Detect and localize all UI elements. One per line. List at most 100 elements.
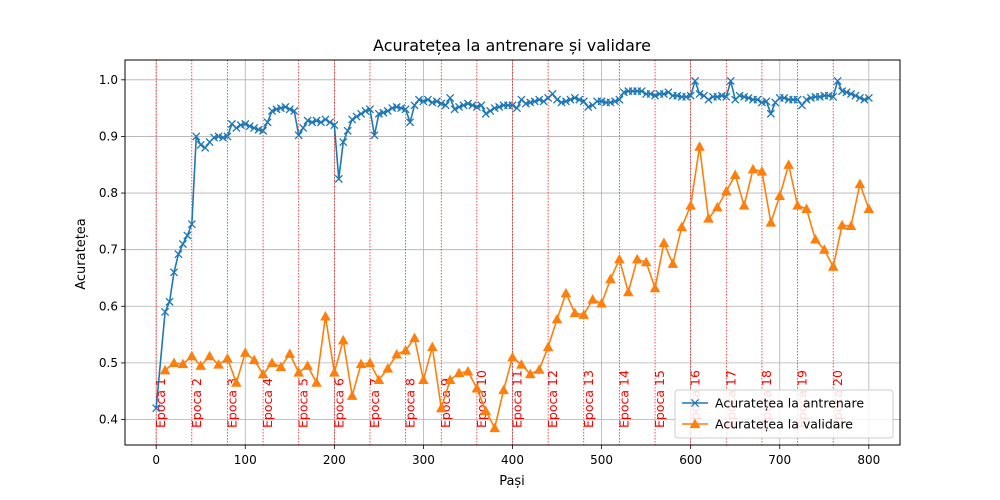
data-point-x-marker xyxy=(446,93,455,102)
data-point-x-marker xyxy=(659,89,668,99)
data-point-x-marker xyxy=(259,126,268,135)
data-point-triangle-marker xyxy=(159,364,171,375)
data-point-x-marker xyxy=(570,93,579,102)
data-point-triangle-marker xyxy=(756,166,768,176)
data-point-x-marker xyxy=(481,109,490,118)
data-point-x-marker xyxy=(294,131,303,140)
data-point-triangle-marker xyxy=(364,357,376,367)
data-point-triangle-marker xyxy=(551,313,563,324)
data-point-x-marker xyxy=(512,104,522,113)
data-point-x-marker xyxy=(508,101,517,110)
data-point-x-marker xyxy=(410,101,419,110)
epoch-label: Epoca 2 xyxy=(189,378,204,428)
data-point-x-marker xyxy=(539,97,548,106)
data-point-triangle-marker xyxy=(320,311,331,321)
data-point-x-marker xyxy=(401,105,410,114)
data-point-x-marker xyxy=(432,97,441,106)
epoch-label: Epoca 15 xyxy=(652,370,667,428)
data-point-triangle-marker xyxy=(177,358,189,369)
data-point-triangle-marker xyxy=(783,159,794,169)
series-1 xyxy=(152,76,873,413)
data-point-x-marker xyxy=(414,95,424,104)
data-point-x-marker xyxy=(650,91,660,100)
epoch-label: Epoca 9 xyxy=(438,378,453,428)
data-point-triangle-marker xyxy=(302,360,313,370)
data-point-x-marker xyxy=(766,109,775,118)
data-point-triangle-marker xyxy=(462,365,474,376)
data-point-x-marker xyxy=(223,132,232,141)
data-point-triangle-marker xyxy=(801,203,812,213)
series-group xyxy=(152,76,875,433)
data-point-x-marker xyxy=(833,76,842,86)
data-point-triangle-marker xyxy=(382,363,394,373)
data-point-triangle-marker xyxy=(721,185,732,196)
series-2 xyxy=(159,141,875,433)
x-tick-label: 100 xyxy=(234,453,257,467)
data-point-triangle-marker xyxy=(836,219,848,230)
data-point-x-marker xyxy=(722,92,731,101)
data-point-triangle-marker xyxy=(507,351,518,362)
x-tick-label: 300 xyxy=(412,453,435,467)
data-point-x-marker xyxy=(241,119,250,129)
data-point-triangle-marker xyxy=(453,367,465,378)
y-tick-label: 0.5 xyxy=(99,356,118,370)
x-axis-ticks: 0 100 200 300 400 500 600 700 800 xyxy=(152,445,880,467)
data-point-x-marker xyxy=(454,102,464,112)
data-point-x-marker xyxy=(579,97,588,106)
data-point-triangle-marker xyxy=(480,405,492,416)
data-point-triangle-marker xyxy=(845,220,857,230)
data-point-x-marker xyxy=(855,93,864,102)
x-axis-label: Pași xyxy=(499,474,525,489)
data-point-x-marker xyxy=(187,220,196,229)
data-point-x-marker xyxy=(690,398,700,408)
data-point-triangle-marker xyxy=(346,390,358,400)
data-point-triangle-marker xyxy=(676,221,688,232)
data-point-x-marker xyxy=(303,116,312,125)
data-point-x-marker xyxy=(575,95,584,104)
data-point-triangle-marker xyxy=(444,374,456,384)
data-point-triangle-marker xyxy=(204,350,215,361)
data-point-triangle-marker xyxy=(427,341,438,352)
data-point-x-marker xyxy=(423,95,432,104)
data-point-x-marker xyxy=(343,126,352,135)
data-point-triangle-marker xyxy=(605,273,616,284)
data-point-x-marker xyxy=(308,118,317,127)
data-point-x-marker xyxy=(174,250,183,259)
data-point-triangle-marker xyxy=(239,347,251,357)
data-point-x-marker xyxy=(196,140,205,149)
data-point-x-marker xyxy=(495,102,504,112)
data-point-triangle-marker xyxy=(248,354,260,365)
data-point-triangle-marker xyxy=(810,234,821,244)
data-point-x-marker xyxy=(352,112,361,121)
data-point-x-marker xyxy=(691,76,700,86)
data-point-x-marker xyxy=(860,95,869,104)
x-tick-label: 600 xyxy=(679,453,702,467)
data-point-x-marker xyxy=(463,99,473,108)
data-point-triangle-marker xyxy=(729,169,741,180)
data-point-triangle-marker xyxy=(257,368,269,379)
data-point-triangle-marker xyxy=(400,345,411,355)
data-point-x-marker xyxy=(615,95,624,104)
epoch-label: Epoca 1 xyxy=(153,378,168,428)
data-point-triangle-marker xyxy=(819,244,830,254)
data-point-x-marker xyxy=(361,106,370,116)
data-point-x-marker xyxy=(370,131,379,140)
data-point-triangle-marker xyxy=(863,203,875,213)
data-point-x-marker xyxy=(552,95,562,104)
data-point-x-marker xyxy=(334,174,343,183)
legend-box xyxy=(674,389,894,439)
data-point-triangle-marker xyxy=(525,368,536,379)
data-point-triangle-marker xyxy=(222,352,233,363)
data-point-triangle-marker xyxy=(516,359,527,369)
chart-title: Acuratețea la antrenare și validare xyxy=(373,36,651,55)
data-point-x-marker xyxy=(201,143,210,152)
data-point-triangle-marker xyxy=(631,253,643,264)
epoch-label: Epoca 7 xyxy=(367,378,382,428)
data-point-x-marker xyxy=(472,102,481,112)
data-point-x-marker xyxy=(468,101,477,110)
data-point-x-marker xyxy=(299,123,308,133)
data-point-triangle-marker xyxy=(560,287,572,298)
data-point-triangle-marker xyxy=(489,422,500,433)
data-point-triangle-marker xyxy=(685,200,696,210)
data-point-x-marker xyxy=(695,89,704,99)
